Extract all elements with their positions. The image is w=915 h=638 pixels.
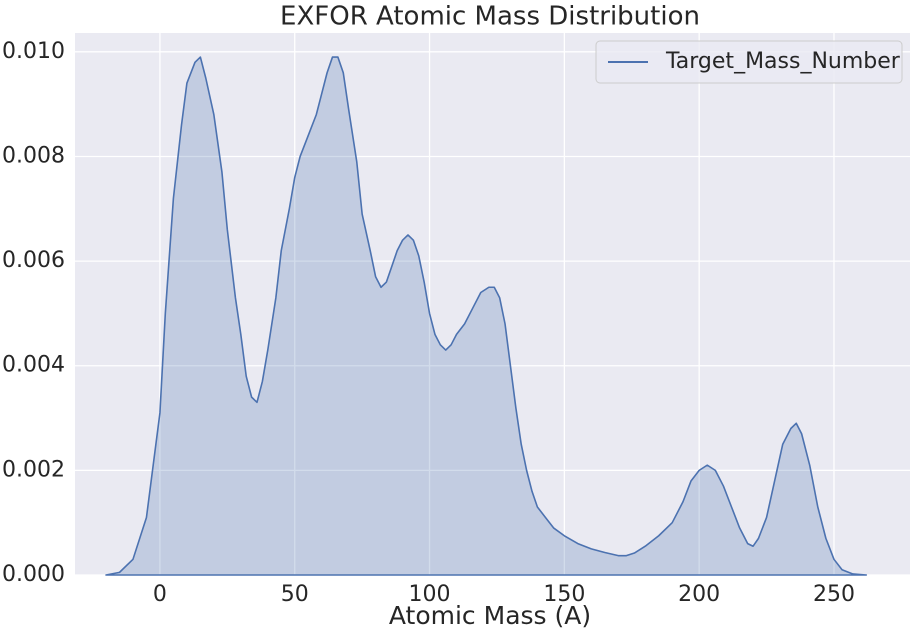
y-tick-label: 0.002 [2,457,65,482]
grid [75,33,910,576]
x-tick-label: 150 [543,582,585,607]
density-area [105,56,868,576]
x-tick-label: 100 [409,582,451,607]
y-tick-label: 0.006 [2,248,65,273]
x-tick-label: 50 [281,582,309,607]
labels: 0.000 0.002 0.004 0.006 0.008 0.010 0 50 100 150 2… [2,39,855,607]
legend: Target_Mass_Number [595,40,903,84]
y-tick-label: 0.010 [2,39,65,64]
legend-label: Target_Mass_Number [665,49,901,74]
y-tick-label: 0.000 [2,562,65,587]
plot-area [75,33,910,575]
marks [105,56,868,576]
x-tick-label: 0 [153,582,167,607]
x-tick-label: 250 [813,582,855,607]
chart-title: EXFOR Atomic Mass Distribution [280,2,700,32]
x-axis-label: Atomic Mass (A) [389,601,591,630]
x-tick-label: 200 [678,582,720,607]
y-tick-label: 0.008 [2,143,65,168]
legend-box [595,40,903,84]
y-tick-label: 0.004 [2,353,65,378]
